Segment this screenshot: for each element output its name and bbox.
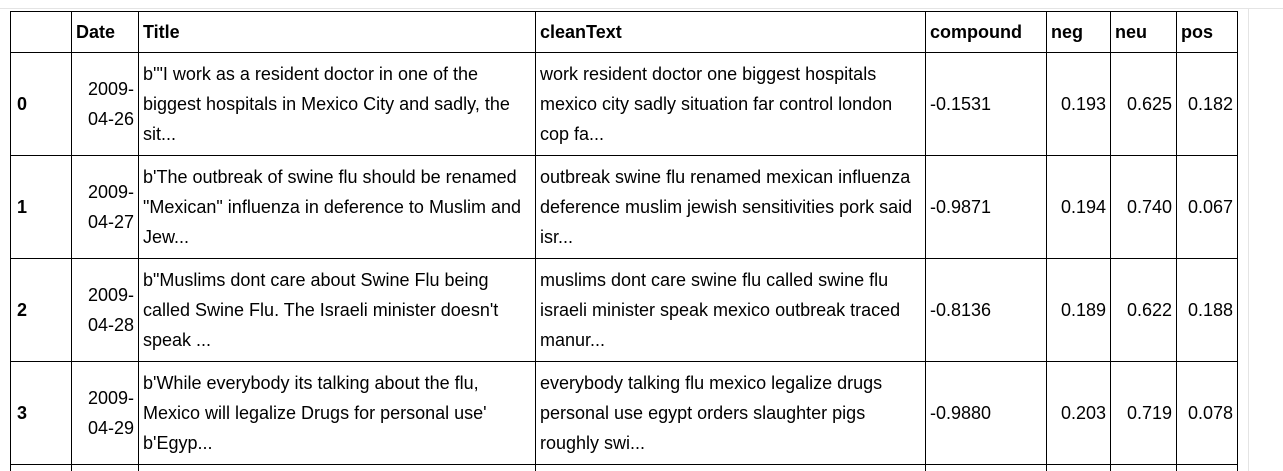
partial-cell (925, 464, 1047, 471)
pos-cell: 0.188 (1176, 258, 1238, 362)
neg-cell: 0.193 (1046, 52, 1111, 156)
header-row: Date Title cleanText compound neg neu po… (10, 11, 1238, 53)
neg-cell: 0.203 (1046, 361, 1111, 465)
partial-cell (535, 464, 926, 471)
title-cell: b"Muslims dont care about Swine Flu bein… (138, 258, 536, 362)
dataframe-table: Date Title cleanText compound neg neu po… (10, 11, 1238, 471)
table-row: 2 2009-04-28 b"Muslims dont care about S… (10, 258, 1238, 362)
compound-cell: -0.1531 (925, 52, 1047, 156)
date-cell: 2009-04-27 (71, 155, 139, 259)
header-date: Date (71, 11, 139, 53)
pos-cell: 0.067 (1176, 155, 1238, 259)
row-index: 1 (10, 155, 72, 259)
neu-cell: 0.719 (1110, 361, 1177, 465)
header-clean-text: cleanText (535, 11, 926, 53)
clean-text-cell: outbreak swine flu renamed mexican influ… (535, 155, 926, 259)
neu-cell: 0.740 (1110, 155, 1177, 259)
table-row-partial (10, 464, 1238, 471)
partial-cell (71, 464, 139, 471)
output-right-border (1248, 8, 1249, 471)
header-pos: pos (1176, 11, 1238, 53)
header-compound: compound (925, 11, 1047, 53)
partial-cell (1176, 464, 1238, 471)
partial-cell (1110, 464, 1177, 471)
partial-cell (10, 464, 72, 471)
header-title: Title (138, 11, 536, 53)
header-index (10, 11, 72, 53)
title-cell: b'"I work as a resident doctor in one of… (138, 52, 536, 156)
table-row: 3 2009-04-29 b'While everybody its talki… (10, 361, 1238, 465)
neg-cell: 0.194 (1046, 155, 1111, 259)
title-cell: b'While everybody its talking about the … (138, 361, 536, 465)
date-cell: 2009-04-26 (71, 52, 139, 156)
pos-cell: 0.078 (1176, 361, 1238, 465)
neu-cell: 0.622 (1110, 258, 1177, 362)
date-cell: 2009-04-28 (71, 258, 139, 362)
table-row: 0 2009-04-26 b'"I work as a resident doc… (10, 52, 1238, 156)
pos-cell: 0.182 (1176, 52, 1238, 156)
clean-text-cell: everybody talking flu mexico legalize dr… (535, 361, 926, 465)
clean-text-cell: muslims dont care swine flu called swine… (535, 258, 926, 362)
row-index: 2 (10, 258, 72, 362)
row-index: 0 (10, 52, 72, 156)
neu-cell: 0.625 (1110, 52, 1177, 156)
header-neg: neg (1046, 11, 1111, 53)
compound-cell: -0.9880 (925, 361, 1047, 465)
row-index: 3 (10, 361, 72, 465)
partial-cell (1046, 464, 1111, 471)
date-cell: 2009-04-29 (71, 361, 139, 465)
header-neu: neu (1110, 11, 1177, 53)
partial-cell (138, 464, 536, 471)
title-cell: b'The outbreak of swine flu should be re… (138, 155, 536, 259)
compound-cell: -0.9871 (925, 155, 1047, 259)
table-row: 1 2009-04-27 b'The outbreak of swine flu… (10, 155, 1238, 259)
neg-cell: 0.189 (1046, 258, 1111, 362)
output-top-border (0, 8, 1283, 9)
compound-cell: -0.8136 (925, 258, 1047, 362)
clean-text-cell: work resident doctor one biggest hospita… (535, 52, 926, 156)
